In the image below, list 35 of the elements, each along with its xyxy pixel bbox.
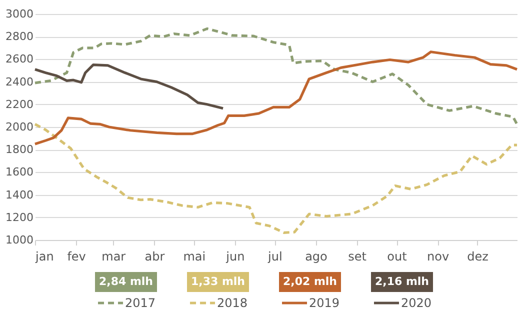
text: 2,02 mlh bbox=[282, 275, 338, 288]
legend-label: 2017 bbox=[125, 296, 156, 310]
text: 1,33 mlh bbox=[190, 275, 246, 288]
y-tick-label: 1400 bbox=[6, 188, 34, 202]
y-tick-label: 2000 bbox=[6, 120, 34, 134]
line-series bbox=[34, 122, 518, 234]
line-series bbox=[34, 64, 224, 110]
x-tick-label: jan bbox=[34, 250, 54, 264]
x-tick-label: abr bbox=[144, 250, 165, 264]
x-tick-label: jun bbox=[225, 250, 245, 264]
x-tick-label: mai bbox=[183, 250, 206, 264]
y-tick-label: 2600 bbox=[6, 52, 34, 66]
y-tick-label: 1000 bbox=[6, 234, 34, 246]
x-tick-label: mar bbox=[102, 250, 126, 264]
y-tick-label: 2400 bbox=[6, 75, 34, 88]
x-tick-label: jul bbox=[267, 250, 282, 264]
y-tick-label: 1800 bbox=[6, 143, 34, 156]
line-series bbox=[34, 27, 518, 126]
y-tick-label: 2200 bbox=[6, 98, 34, 111]
legend-label: 2019 bbox=[309, 296, 340, 310]
x-tick-label: out bbox=[387, 250, 408, 264]
text: 2,84 mlh bbox=[98, 275, 154, 288]
legend-label: 2018 bbox=[217, 296, 248, 310]
y-tick-label: 3000 bbox=[6, 8, 34, 20]
legend-label: 2020 bbox=[401, 296, 432, 310]
line-series bbox=[34, 50, 518, 146]
y-tick-label: 1600 bbox=[6, 166, 34, 179]
x-tick-label: fev bbox=[67, 250, 86, 264]
x-tick-label: dez bbox=[467, 250, 488, 264]
y-tick-label: 2800 bbox=[6, 30, 34, 44]
x-tick-label: ago bbox=[305, 250, 328, 264]
x-tick-label: set bbox=[348, 250, 367, 264]
text: 2,16 mlh bbox=[374, 275, 430, 288]
y-tick-label: 1200 bbox=[6, 210, 34, 224]
x-tick-label: nov bbox=[427, 250, 450, 264]
